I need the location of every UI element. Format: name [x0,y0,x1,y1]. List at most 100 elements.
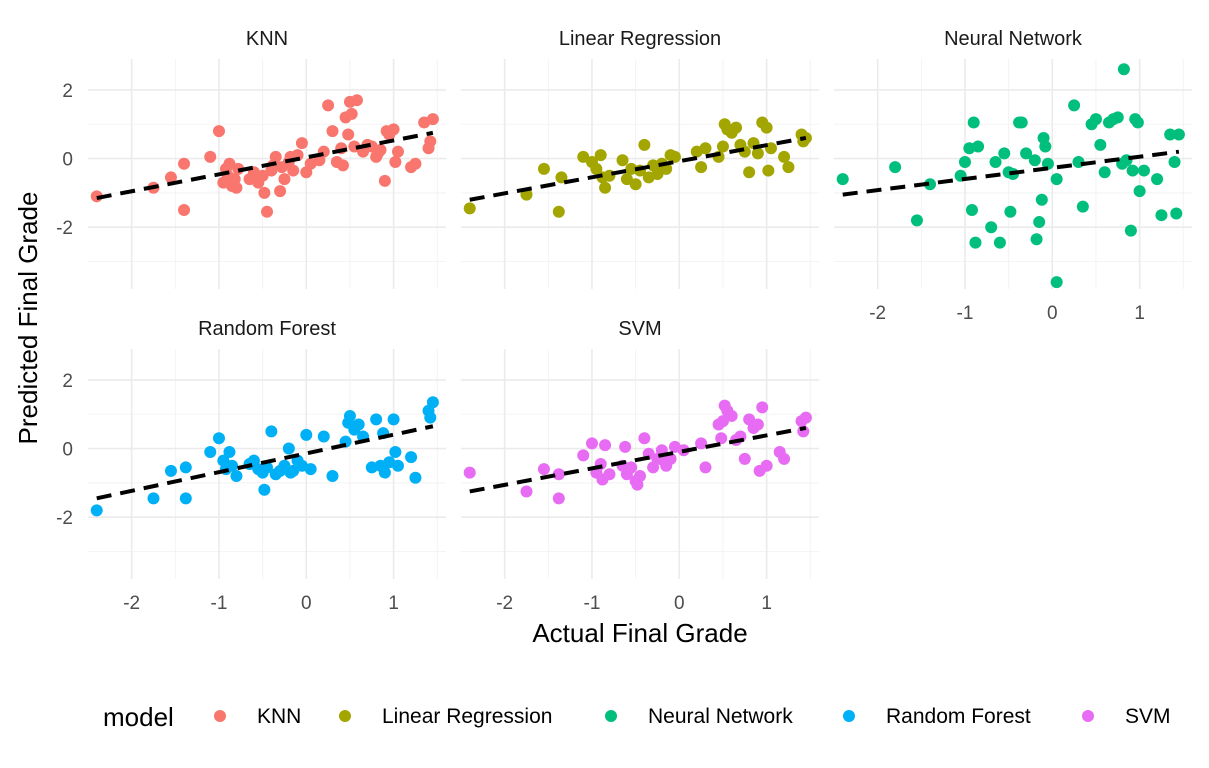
data-point [1050,173,1063,186]
data-point [985,221,998,234]
data-point [958,155,971,168]
data-point [343,409,356,422]
data-point [374,143,387,156]
data-point [261,205,273,218]
y-tick-label: 0 [62,440,73,461]
data-point [164,171,177,184]
data-point [799,411,812,424]
data-point [1020,147,1033,160]
data-point [223,445,236,458]
data-point [1164,128,1177,141]
data-point [836,173,849,186]
data-point [620,173,633,186]
legend-item-svm: SVM [1082,705,1171,728]
x-tick-label: 0 [674,593,685,614]
data-point [577,150,590,163]
x-tick-label: -2 [869,303,886,324]
data-point [230,470,243,483]
data-point [625,461,638,474]
data-point [1172,128,1185,141]
data-point [1117,63,1130,76]
data-point [537,162,550,175]
data-point [998,147,1011,160]
data-point [751,418,764,431]
data-point [424,411,437,424]
legend: model KNN Linear Regression Neural Network… [103,702,1171,732]
data-point [969,236,982,249]
data-point [1033,216,1046,229]
data-point [463,202,476,215]
data-point [256,169,269,182]
data-point [1076,200,1089,213]
data-point [342,128,355,141]
data-point [1015,116,1028,129]
panels: KNN -2 0 2 Linear Regression Neural Network -2… [56,28,1192,614]
data-point [716,415,729,428]
data-point [629,178,642,191]
data-point [695,437,708,450]
data-point [590,162,603,175]
data-point [287,164,300,177]
data-point [287,464,300,477]
data-point [699,142,712,155]
data-point [1151,173,1164,186]
data-point [1028,154,1041,167]
y-tick-label: 2 [62,371,73,392]
data-point [409,157,422,170]
trend-line [469,425,807,494]
data-point [989,155,1002,168]
legend-item-knn: KNN [214,705,301,728]
data-point [230,181,243,194]
data-point [1094,138,1107,151]
x-tick-label: -2 [496,593,513,614]
data-point [552,205,565,218]
data-point [147,492,160,505]
data-point [258,186,271,199]
x-tick-label: 1 [388,593,399,614]
data-point [616,154,629,167]
data-point [204,445,217,458]
data-point [295,137,308,150]
data-point [409,471,422,484]
data-point [638,432,651,445]
y-axis-title: Predicted Final Grade [13,192,43,445]
data-point [265,425,278,438]
x-tick-label: -2 [123,593,140,614]
y-tick-label: -2 [56,218,73,239]
trend-line [842,149,1180,197]
legend-key [339,710,351,722]
data-point [594,149,607,162]
panel-neural-network: Neural Network -2 -1 0 1 [834,28,1192,324]
data-point [1035,193,1048,206]
data-point [730,121,743,134]
data-point [695,161,708,174]
data-point [274,185,287,198]
data-point [326,470,339,483]
facet-label-neural-network: Neural Network [944,28,1083,50]
data-point [638,138,651,151]
trend-line [96,130,434,200]
data-point [1124,224,1137,237]
data-point [389,155,402,168]
data-point [463,466,476,479]
data-point [972,140,985,153]
legend-item-random-forest: Random Forest [843,705,1031,728]
data-point [1170,207,1183,220]
data-point [258,483,271,496]
data-point [1089,113,1102,126]
data-point [599,439,612,452]
data-point [304,463,317,476]
data-point [350,94,363,107]
data-point [599,181,612,194]
data-point [725,409,738,422]
y-tick-label: 0 [62,150,73,171]
data-point [405,451,418,464]
legend-label: Neural Network [648,705,793,728]
data-point [651,168,664,180]
data-point [178,157,191,170]
data-point [778,150,791,163]
data-point [391,459,404,472]
legend-key [605,710,617,722]
data-point [738,452,751,465]
data-point [1050,276,1063,289]
